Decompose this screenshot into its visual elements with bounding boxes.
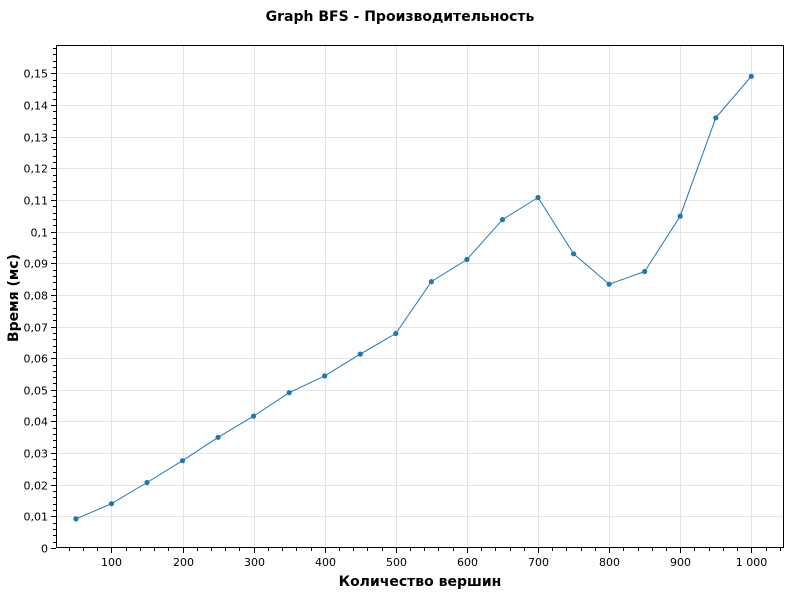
y-tick-labels: 0 0,01 0,02 0,03 0,04 0,05 0,06 0,07 0,08 0,09 0,1… xyxy=(24,68,49,556)
data-point xyxy=(251,413,257,419)
y-axis-title: Время (мс) xyxy=(6,253,22,343)
plot-frame xyxy=(56,45,784,548)
data-point xyxy=(677,213,683,219)
x-tick-label: 600 xyxy=(457,556,478,569)
x-tick-label: 500 xyxy=(386,556,407,569)
series-layer xyxy=(73,73,754,522)
data-point xyxy=(215,434,221,440)
data-point xyxy=(322,373,328,379)
x-tick-label: 200 xyxy=(173,556,194,569)
y-tick-label: 0,09 xyxy=(24,258,49,271)
y-tick-label: 0,12 xyxy=(24,163,49,176)
data-point xyxy=(108,501,115,507)
x-tick-label: 300 xyxy=(244,556,265,569)
data-point xyxy=(642,268,648,275)
x-tick-label: 100 xyxy=(101,556,122,569)
data-point xyxy=(179,458,186,464)
x-tick-labels: 100 200 300 400 500 600 700 800 900 1 000 xyxy=(101,556,767,569)
data-point xyxy=(73,516,79,522)
data-point xyxy=(571,251,577,257)
data-point xyxy=(464,256,470,263)
data-point xyxy=(535,194,541,201)
data-point xyxy=(748,73,754,79)
y-tick-label: 0,01 xyxy=(24,511,49,524)
y-tick-label: 0,08 xyxy=(24,290,49,303)
chart-title: Graph BFS - Производительность xyxy=(265,9,535,25)
data-point xyxy=(144,479,150,486)
y-tick-label: 0,05 xyxy=(24,385,49,398)
y-tick-label: 0 xyxy=(41,543,48,556)
axis-ticks xyxy=(51,48,781,553)
y-tick-label: 0,07 xyxy=(24,322,49,335)
y-tick-label: 0,04 xyxy=(24,416,49,429)
y-tick-label: 0,02 xyxy=(24,480,49,493)
x-tick-label: 1 000 xyxy=(736,556,768,569)
x-tick-label: 800 xyxy=(599,556,620,569)
y-tick-label: 0,1 xyxy=(31,227,49,240)
series-line xyxy=(75,75,752,520)
y-tick-label: 0,06 xyxy=(24,353,49,366)
y-tick-label: 0,14 xyxy=(24,100,49,113)
data-point xyxy=(499,217,506,223)
data-point xyxy=(713,115,719,121)
x-tick-label: 700 xyxy=(528,556,549,569)
data-point xyxy=(428,279,434,285)
data-point xyxy=(357,351,363,357)
y-tick-label: 0,03 xyxy=(24,448,49,461)
x-tick-label: 400 xyxy=(315,556,336,569)
data-point xyxy=(286,390,292,396)
grid-lines xyxy=(56,45,784,548)
x-tick-label: 900 xyxy=(670,556,691,569)
y-tick-label: 0,15 xyxy=(24,68,49,81)
x-axis-title: Количество вершин xyxy=(338,574,502,590)
y-tick-label: 0,13 xyxy=(24,132,49,145)
y-tick-label: 0,11 xyxy=(24,195,49,208)
data-point xyxy=(393,330,399,337)
data-point xyxy=(606,281,612,287)
